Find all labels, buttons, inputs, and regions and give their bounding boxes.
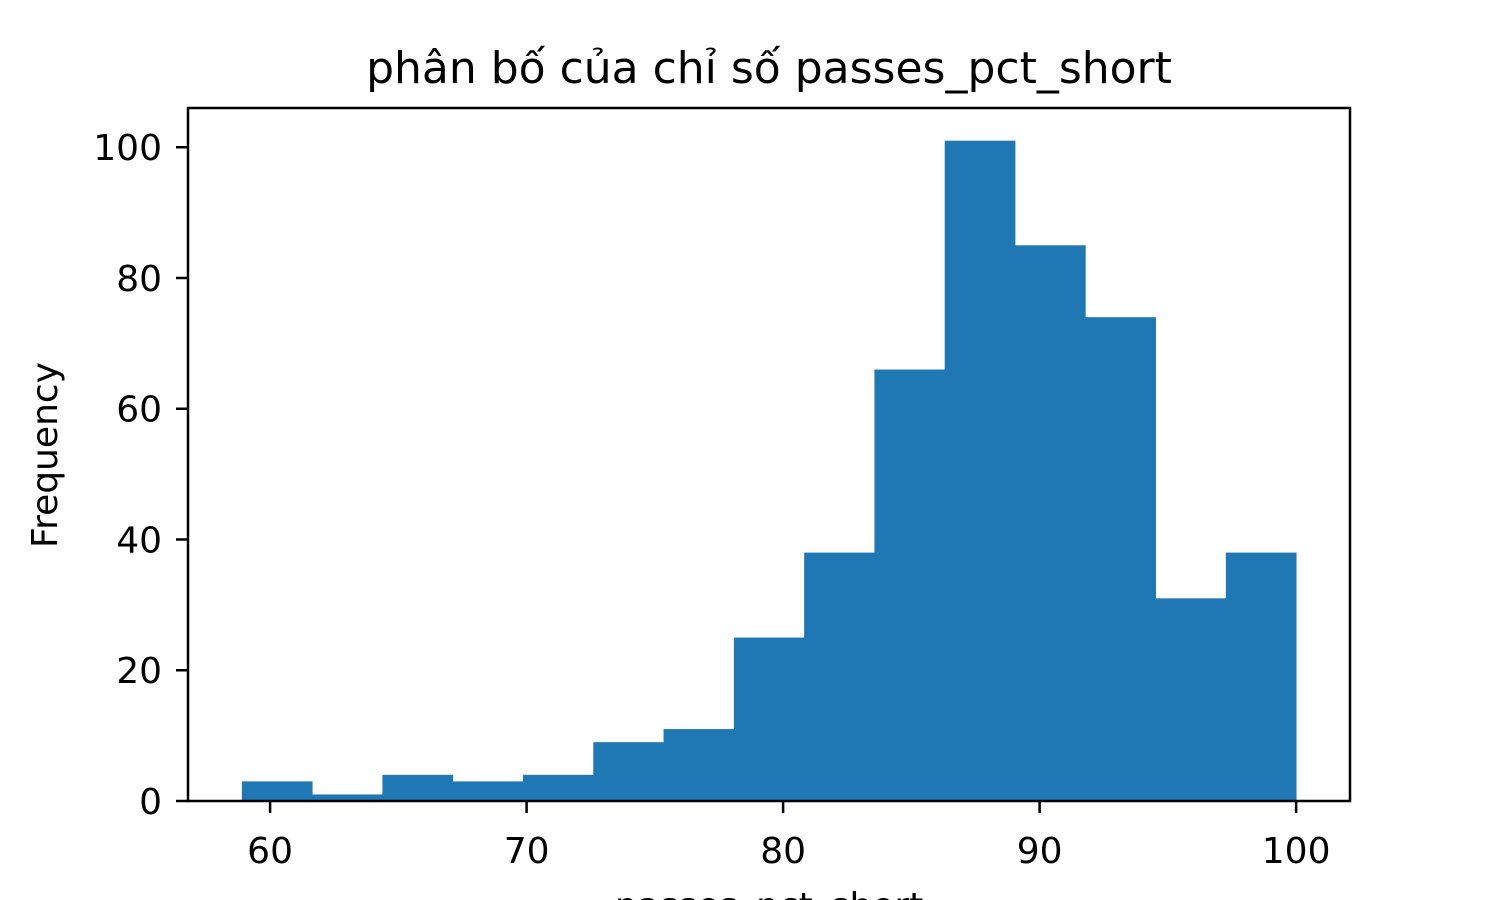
y-tick-label: 0 (139, 782, 162, 823)
histogram-bar (452, 781, 524, 801)
x-tick-label: 60 (247, 831, 293, 872)
histogram-bar (382, 774, 454, 801)
x-tick-label: 80 (760, 831, 806, 872)
y-axis-label: Frequency (25, 362, 66, 548)
histogram-bar (523, 774, 594, 801)
histogram-bar (663, 729, 735, 801)
histogram-bar (593, 742, 664, 801)
histogram-bar (241, 781, 313, 801)
histogram-bar (804, 552, 875, 801)
chart-title: phân bố của chỉ số passes_pct_short (366, 43, 1172, 94)
y-tick-label: 20 (116, 651, 162, 692)
plot-frame (186, 106, 1352, 803)
histogram-bar (944, 140, 1016, 802)
y-tick-label: 100 (93, 128, 162, 169)
histogram-bar (312, 794, 383, 801)
y-axis-ticks: 0 20 40 60 80 100 (93, 128, 188, 823)
histogram-bar (1225, 552, 1297, 801)
histogram-bar (1014, 245, 1086, 801)
histogram-bar (874, 369, 946, 801)
y-tick-label: 40 (116, 520, 162, 561)
x-tick-label: 100 (1262, 831, 1331, 872)
y-tick-label: 80 (116, 259, 162, 300)
x-axis-ticks: 60 70 80 90 100 (247, 801, 1330, 872)
x-tick-label: 90 (1017, 831, 1063, 872)
y-tick-label: 60 (116, 390, 162, 431)
histogram-bar (1155, 598, 1227, 801)
x-tick-label: 70 (504, 831, 550, 872)
histogram-bar (733, 637, 805, 801)
histogram-bar (1085, 317, 1156, 801)
x-axis-label: passes_pct_short (615, 886, 924, 900)
bars-group (241, 140, 1297, 802)
